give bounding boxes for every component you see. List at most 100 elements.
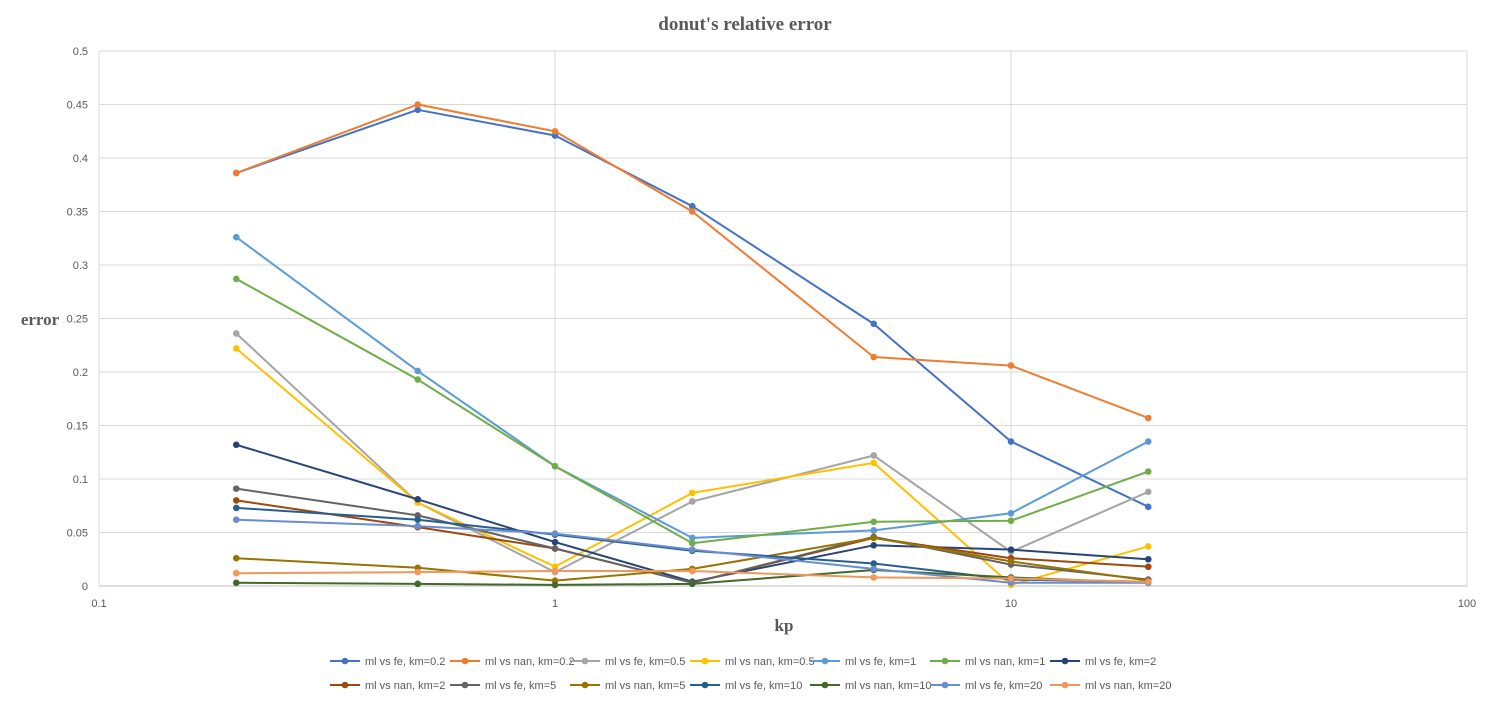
data-point <box>551 530 559 537</box>
data-point <box>1007 546 1015 553</box>
legend-label: ml vs nan, km=0.5 <box>725 656 815 668</box>
data-point <box>1007 558 1015 565</box>
legend-item: ml vs fe, km=0.2 <box>330 656 445 668</box>
legend-label: ml vs fe, km=0.5 <box>605 656 685 668</box>
data-point <box>870 452 878 459</box>
data-point <box>232 569 240 577</box>
data-point <box>414 568 422 576</box>
data-point <box>870 565 878 573</box>
data-point <box>232 579 240 587</box>
y-tick-label: 0.1 <box>73 474 88 486</box>
data-point <box>1007 509 1015 517</box>
legend-swatch-marker <box>461 681 469 689</box>
data-point <box>688 534 696 542</box>
series-1 <box>232 106 1152 511</box>
data-point <box>870 459 878 467</box>
y-tick-label: 0 <box>82 581 88 593</box>
legend-swatch-marker <box>821 681 829 689</box>
data-point <box>688 202 696 210</box>
data-point <box>1144 488 1152 496</box>
legend-item: ml vs nan, km=0.2 <box>450 656 575 668</box>
legend-item: ml vs nan, km=20 <box>1050 680 1172 692</box>
legend-item: ml vs nan, km=0.5 <box>690 656 815 668</box>
legend-label: ml vs nan, km=1 <box>965 656 1045 668</box>
data-point <box>1144 438 1152 445</box>
legend-swatch-marker <box>941 681 949 689</box>
y-axis-title: error <box>21 310 60 329</box>
data-point <box>551 545 559 552</box>
y-tick-label: 0.2 <box>73 367 88 379</box>
data-point <box>1007 438 1015 445</box>
legend-item: ml vs fe, km=1 <box>810 656 916 668</box>
data-point <box>1007 575 1015 582</box>
data-point <box>1007 517 1015 525</box>
data-point <box>414 496 422 503</box>
data-point <box>1144 563 1152 571</box>
data-point <box>232 554 240 562</box>
legend-swatch-marker <box>821 657 829 665</box>
data-point <box>414 376 422 383</box>
data-point <box>870 353 878 361</box>
legend-label: ml vs nan, km=0.2 <box>485 656 575 668</box>
data-point <box>232 441 240 449</box>
x-tick-label: 10 <box>1005 598 1017 610</box>
data-point <box>1144 555 1152 563</box>
legend-swatch-marker <box>581 657 589 665</box>
data-point <box>688 580 696 588</box>
y-tick-label: 0.05 <box>67 528 88 540</box>
legend-item: ml vs fe, km=2 <box>1050 656 1156 668</box>
data-point <box>870 542 878 549</box>
data-point <box>870 518 878 526</box>
series-14 <box>232 567 1152 586</box>
data-point <box>232 233 240 241</box>
data-point <box>232 330 240 337</box>
data-point <box>414 516 422 523</box>
data-point <box>232 516 240 523</box>
legend: ml vs fe, km=0.2 ml vs nan, km=0.2 ml vs f… <box>330 656 1172 692</box>
legend-item: ml vs fe, km=20 <box>930 680 1042 692</box>
data-point <box>551 567 559 575</box>
y-tick-label: 0.45 <box>67 100 88 112</box>
y-tick-label: 0.3 <box>73 260 88 272</box>
legend-label: ml vs fe, km=2 <box>1085 656 1156 668</box>
data-point <box>414 580 422 588</box>
data-point <box>688 208 696 215</box>
data-point <box>414 522 422 530</box>
legend-item: ml vs fe, km=5 <box>450 680 556 692</box>
data-point <box>688 498 696 505</box>
y-tick-label: 0.25 <box>67 314 88 326</box>
data-point <box>232 485 240 492</box>
y-tick-label: 0.15 <box>67 421 88 433</box>
legend-label: ml vs fe, km=0.2 <box>365 656 445 668</box>
legend-label: ml vs nan, km=5 <box>605 680 685 692</box>
series-group <box>232 101 1152 589</box>
series-line <box>235 108 1149 508</box>
legend-item: ml vs fe, km=0.5 <box>570 656 685 668</box>
legend-swatch-marker <box>701 681 709 689</box>
grid-lines <box>98 50 1468 587</box>
legend-label: ml vs fe, km=10 <box>725 680 802 692</box>
data-point <box>870 534 878 542</box>
legend-label: ml vs fe, km=1 <box>845 656 916 668</box>
legend-label: ml vs nan, km=10 <box>845 680 932 692</box>
y-tick-label: 0.4 <box>73 153 88 165</box>
data-point <box>232 497 240 504</box>
y-axis-ticks: 0 0.05 0.1 0.15 0.2 0.25 0.3 0.35 0.4 0.45 0.5 <box>67 46 88 593</box>
legend-item: ml vs nan, km=5 <box>570 680 685 692</box>
x-axis-ticks: 0.1 1 10 100 <box>91 598 1476 610</box>
data-point <box>232 169 240 177</box>
x-axis-title: kp <box>775 616 794 635</box>
legend-label: ml vs nan, km=2 <box>365 680 445 692</box>
series-2 <box>232 101 1152 422</box>
data-point <box>688 567 696 575</box>
y-tick-label: 0.35 <box>67 207 88 219</box>
data-point <box>1144 414 1152 422</box>
x-tick-label: 0.1 <box>91 598 106 610</box>
data-point <box>232 345 240 352</box>
legend-item: ml vs fe, km=10 <box>690 680 802 692</box>
data-point <box>870 320 878 328</box>
data-point <box>232 275 240 283</box>
series-line <box>235 103 1149 419</box>
data-point <box>232 504 240 512</box>
